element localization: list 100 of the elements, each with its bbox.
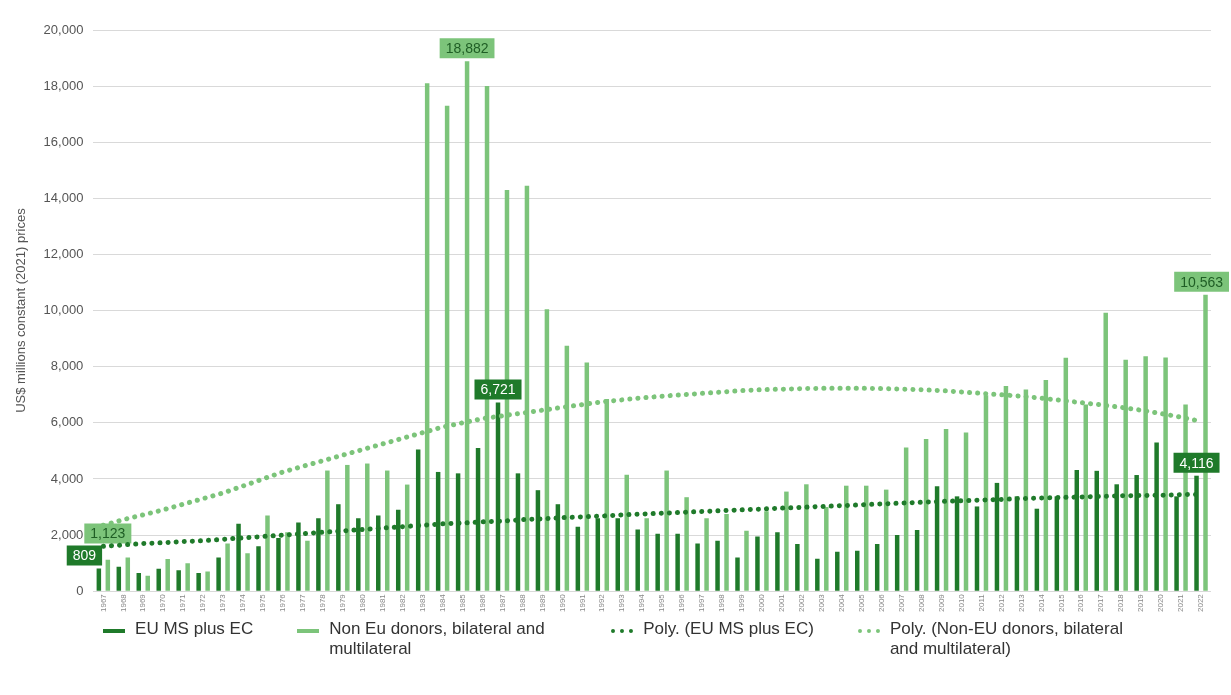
bar <box>635 529 640 591</box>
x-tick-label: 1994 <box>637 593 647 612</box>
x-tick-label: 1991 <box>577 593 587 612</box>
x-tick-label: 1978 <box>318 593 328 612</box>
bar <box>644 518 649 591</box>
bar <box>305 540 310 591</box>
bar <box>365 463 370 591</box>
y-tick-label: 10,000 <box>43 302 84 318</box>
bar <box>225 543 230 591</box>
bar <box>116 566 122 591</box>
bar <box>824 507 829 591</box>
data-label: 1,123 <box>90 525 126 542</box>
x-tick-label: 1981 <box>377 593 387 612</box>
x-tick-label: 1968 <box>118 593 128 612</box>
x-tick-label: 1970 <box>158 593 168 612</box>
x-tick-label: 2001 <box>777 593 787 612</box>
x-tick-label: 1996 <box>677 593 687 612</box>
x-tick-label: 1973 <box>218 593 228 612</box>
legend-label: EU MS plus EC <box>135 619 254 639</box>
x-tick-label: 2006 <box>876 593 886 612</box>
bar <box>894 535 900 591</box>
bar <box>205 571 210 591</box>
bar <box>216 557 221 591</box>
bar <box>265 515 270 591</box>
bar <box>974 506 980 591</box>
x-tick-label: 1975 <box>258 593 268 612</box>
x-tick-label: 1980 <box>358 593 367 612</box>
y-tick-label: 14,000 <box>43 189 84 205</box>
y-tick-label: 0 <box>76 582 84 598</box>
bar <box>165 558 170 591</box>
bar <box>664 470 669 591</box>
bar <box>245 553 250 591</box>
bar <box>345 464 350 591</box>
bar <box>156 568 161 591</box>
x-tick-label: 2010 <box>956 593 966 612</box>
bar <box>844 485 849 591</box>
bar <box>675 533 680 591</box>
bar <box>835 551 840 591</box>
x-tick-label: 2005 <box>856 593 866 612</box>
x-tick-label: 1986 <box>477 593 487 612</box>
x-tick-label: 1987 <box>497 593 507 612</box>
bar <box>704 518 709 591</box>
legend-label: Poly. (Non-EU donors, bilateral and multilateral) <box>889 619 1124 659</box>
x-tick-label: 2018 <box>1116 593 1126 612</box>
x-tick-label: 1971 <box>178 593 188 612</box>
x-tick-label: 2020 <box>1156 593 1166 612</box>
x-tick-label: 2021 <box>1176 593 1186 612</box>
x-tick-label: 2014 <box>1036 593 1046 612</box>
bar <box>735 557 740 591</box>
x-tick-label: 2009 <box>936 593 946 612</box>
bar <box>285 532 290 591</box>
y-tick-label: 18,000 <box>43 77 84 93</box>
bar <box>136 572 142 591</box>
data-label: 18,882 <box>445 40 489 57</box>
x-tick-label: 1998 <box>717 593 727 612</box>
bar <box>145 575 150 591</box>
x-tick-label: 2015 <box>1056 593 1066 612</box>
y-tick-label: 2,000 <box>50 526 84 542</box>
bar <box>624 474 629 591</box>
bar <box>764 511 769 591</box>
bar <box>325 470 330 591</box>
bar <box>655 533 660 591</box>
bar <box>715 540 720 591</box>
bar <box>695 543 700 591</box>
bar <box>196 572 201 591</box>
data-label: 809 <box>72 547 97 564</box>
x-tick-label: 2013 <box>1016 593 1026 612</box>
bar <box>755 536 760 591</box>
x-tick-label: 2002 <box>797 593 807 612</box>
x-tick-label: 1979 <box>338 593 348 612</box>
x-tick-label: 1990 <box>557 593 567 612</box>
x-tick-label: 1995 <box>657 593 667 612</box>
x-tick-label: 1977 <box>298 593 308 612</box>
x-tick-label: 2000 <box>757 593 767 612</box>
bar <box>724 514 729 591</box>
x-tick-label: 1969 <box>138 593 148 612</box>
x-tick-label: 1993 <box>617 593 627 612</box>
x-tick-label: 1974 <box>238 593 248 612</box>
x-tick-label: 2004 <box>836 593 846 612</box>
x-tick-label: 2017 <box>1096 593 1106 612</box>
legend-label: Non Eu donors, bilateral and multilateral <box>329 619 546 659</box>
bar <box>815 558 820 591</box>
x-tick-label: 1976 <box>278 593 288 612</box>
y-tick-label: 6,000 <box>50 414 84 430</box>
bar <box>795 544 800 591</box>
x-tick-label: 1997 <box>697 593 707 612</box>
bar <box>256 546 261 591</box>
data-label: 10,563 <box>1180 273 1224 290</box>
x-tick-label: 1984 <box>437 593 447 612</box>
x-tick-label: 2022 <box>1196 593 1206 612</box>
x-tick-label: 1972 <box>198 593 208 612</box>
bar <box>684 497 689 591</box>
bar <box>744 530 749 591</box>
x-tick-label: 1989 <box>537 593 547 612</box>
bar <box>874 544 880 591</box>
x-tick-label: 2007 <box>896 593 906 612</box>
bar <box>804 484 809 591</box>
y-tick-label: 12,000 <box>43 246 84 262</box>
bar <box>185 563 190 591</box>
x-tick-label: 1988 <box>517 593 527 612</box>
